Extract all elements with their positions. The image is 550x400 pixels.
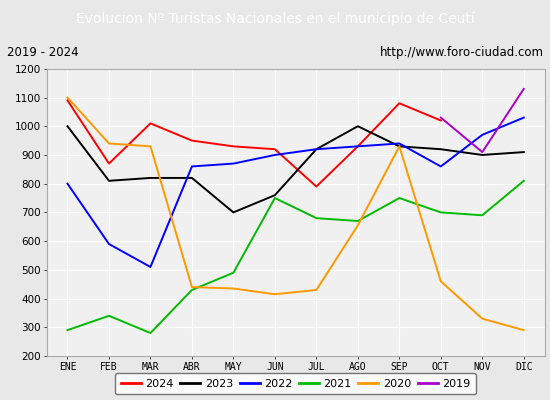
Text: 2019 - 2024: 2019 - 2024 <box>7 46 78 59</box>
Text: http://www.foro-ciudad.com: http://www.foro-ciudad.com <box>379 46 543 59</box>
Text: Evolucion Nº Turistas Nacionales en el municipio de Ceutí: Evolucion Nº Turistas Nacionales en el m… <box>76 12 474 26</box>
Legend: 2024, 2023, 2022, 2021, 2020, 2019: 2024, 2023, 2022, 2021, 2020, 2019 <box>115 373 476 394</box>
